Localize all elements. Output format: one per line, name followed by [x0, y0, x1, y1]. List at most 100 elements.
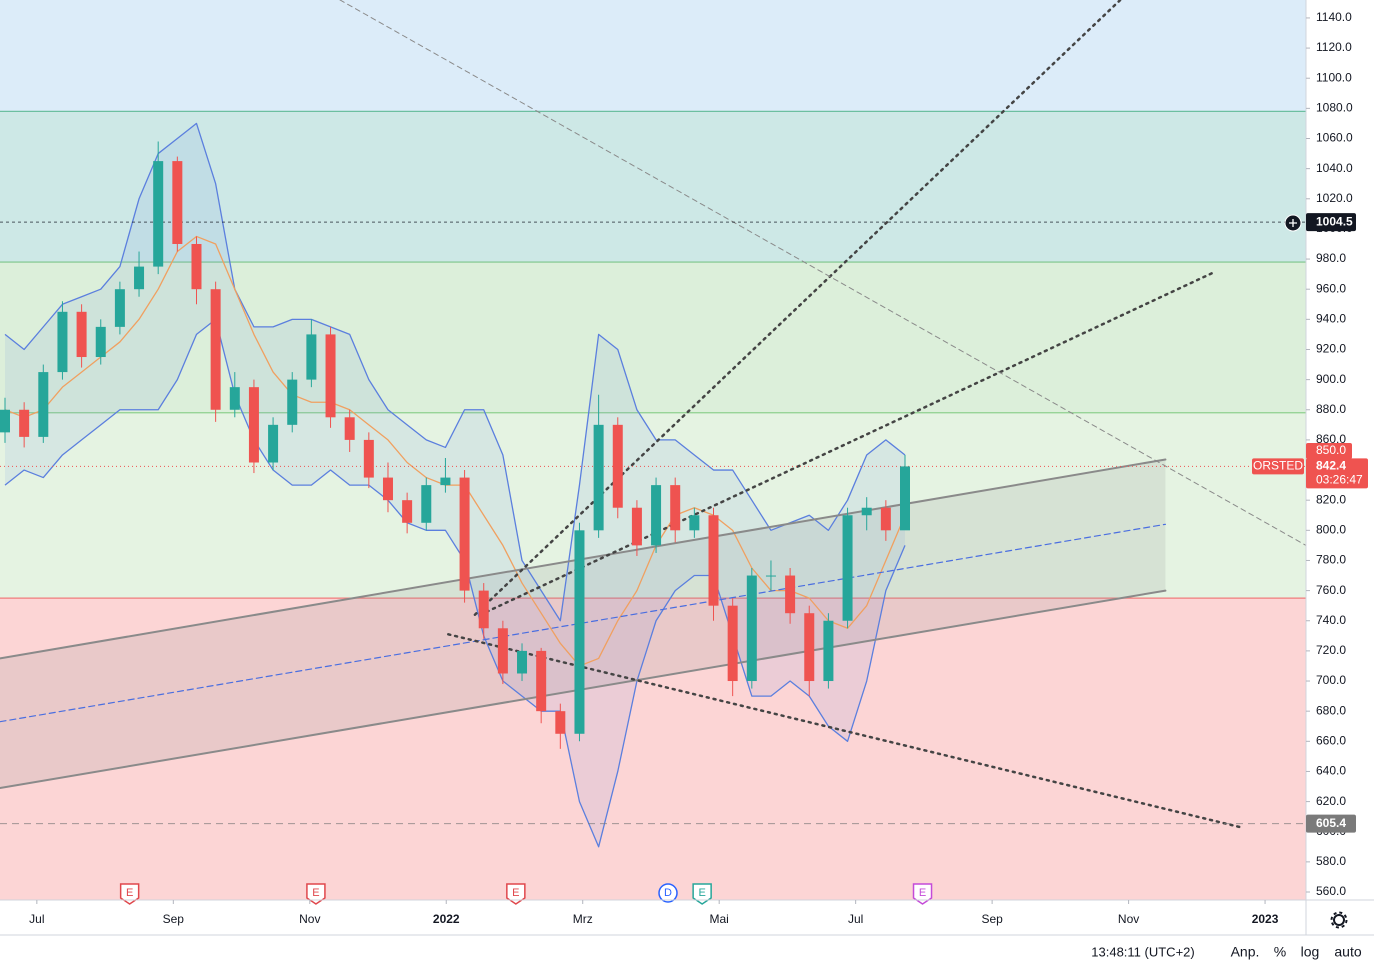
candle-body	[785, 575, 796, 614]
candle-body	[651, 485, 662, 546]
settings-gear[interactable]	[1330, 911, 1348, 929]
event-marker[interactable]	[912, 883, 933, 905]
y-tick-label: 740.0	[1316, 613, 1346, 627]
candle-body	[574, 530, 585, 734]
candle-body	[229, 387, 240, 410]
candle-body	[478, 590, 489, 629]
event-label: E	[698, 887, 705, 899]
candle-body	[861, 507, 872, 516]
footer-button[interactable]: log	[1301, 944, 1320, 960]
last-price-label: 842.4	[1316, 459, 1346, 473]
candle-body	[210, 289, 221, 410]
event-label: E	[512, 887, 519, 899]
y-tick-label: 660.0	[1316, 733, 1346, 747]
add-alert-icon[interactable]	[1284, 214, 1302, 232]
gear-teeth	[1330, 911, 1348, 929]
x-tick-label: Jul	[848, 912, 863, 926]
y-tick-label: 940.0	[1316, 312, 1346, 326]
footer-button[interactable]: Anp.	[1231, 944, 1260, 960]
candle-body	[421, 485, 432, 523]
x-tick-label: Jul	[29, 912, 44, 926]
footer-button[interactable]: auto	[1334, 944, 1361, 960]
band-lower	[4, 318, 906, 848]
x-tick-label: Sep	[163, 912, 185, 926]
y-tick-label: 1020.0	[1316, 191, 1353, 205]
candle-body	[459, 477, 470, 591]
countdown: 03:26:47	[1316, 473, 1363, 487]
candle-body	[134, 266, 145, 290]
price-label-bg	[1306, 814, 1356, 833]
x-tick-label: Mrz	[573, 912, 593, 926]
last-price-bg	[1306, 458, 1368, 489]
zone	[0, 0, 1306, 112]
y-tick-label: 560.0	[1316, 884, 1346, 898]
y-tick-label: 980.0	[1316, 251, 1346, 265]
y-tick-label: 1100.0	[1316, 70, 1352, 84]
gear-ring	[1333, 914, 1345, 926]
price-label: 605.4	[1316, 816, 1346, 830]
y-tick-label: 920.0	[1316, 342, 1346, 356]
candle-body	[306, 334, 317, 380]
y-tick-label: 800.0	[1316, 522, 1346, 536]
candle-body	[670, 485, 681, 531]
y-tick-label: 620.0	[1316, 794, 1346, 808]
x-tick-label: Nov	[1118, 912, 1139, 926]
candle-body	[555, 711, 566, 734]
trend-line	[339, 0, 1307, 546]
candle-body	[248, 387, 259, 463]
candle-body	[517, 650, 528, 674]
band-basis	[4, 235, 906, 667]
y-tick-label: 780.0	[1316, 553, 1346, 567]
zone	[0, 598, 1306, 900]
footer-buttons: Anp.% log auto	[1231, 944, 1362, 960]
y-tick-label: 720.0	[1316, 643, 1346, 657]
axes: 560.0580.0600.0620.0640.0660.0680.0700.0…	[29, 10, 1368, 926]
zone	[0, 111, 1306, 263]
x-tick-label: Sep	[981, 912, 1003, 926]
candle-body	[95, 326, 106, 358]
event-marker[interactable]	[658, 883, 678, 903]
candle-body	[765, 575, 776, 577]
price-label: 1004.5	[1316, 214, 1353, 228]
y-tick-label: 880.0	[1316, 402, 1346, 416]
candle-body	[536, 650, 547, 712]
candle-body	[382, 477, 393, 501]
candle-body	[191, 243, 202, 290]
event-label: E	[312, 887, 319, 899]
y-tick-label: 820.0	[1316, 492, 1346, 506]
event-marker[interactable]	[119, 883, 140, 905]
candle-body	[708, 515, 719, 606]
price-marker-bg	[1306, 442, 1352, 459]
y-tick-label: 1040.0	[1316, 161, 1353, 175]
symbol-tag: ORSTED	[1253, 459, 1303, 473]
y-tick-label: 860.0	[1316, 432, 1346, 446]
candle-body	[38, 372, 49, 437]
candle-body	[631, 507, 642, 546]
y-tick-label: 700.0	[1316, 673, 1346, 687]
x-tick-label: 2023	[1252, 912, 1279, 926]
x-tick-label: Nov	[299, 912, 320, 926]
candle-body	[823, 620, 834, 682]
candle-body	[19, 409, 30, 437]
candle-body	[880, 507, 891, 531]
candle-body	[497, 628, 508, 674]
y-tick-label: 640.0	[1316, 764, 1346, 778]
candle-body	[114, 289, 125, 327]
footer-button[interactable]: %	[1274, 944, 1286, 960]
y-tick-label: 580.0	[1316, 854, 1346, 868]
price-marker-label: 850.0	[1316, 443, 1346, 457]
event-marker[interactable]	[306, 883, 326, 905]
candle-body	[593, 424, 604, 531]
event-marker[interactable]	[506, 883, 526, 905]
candle-body	[57, 311, 68, 373]
y-tick-label: 760.0	[1316, 583, 1346, 597]
event-label: E	[126, 887, 133, 899]
clock: 13:48:11 (UTC+2)	[1091, 944, 1194, 959]
candle-body	[842, 515, 853, 621]
candle-body	[76, 311, 87, 358]
y-tick-label: 1080.0	[1316, 101, 1353, 115]
event-marker[interactable]	[692, 883, 712, 905]
event-label: E	[919, 887, 926, 899]
candle-body	[727, 605, 738, 682]
candle-body	[402, 500, 413, 523]
